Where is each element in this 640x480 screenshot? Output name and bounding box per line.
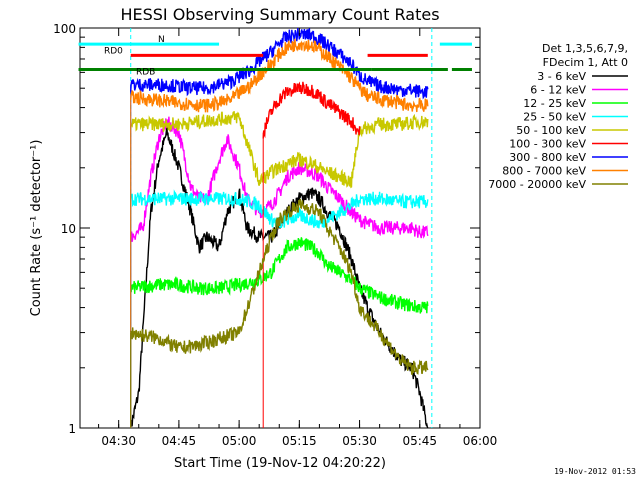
y-tick-label-1: 10 bbox=[61, 222, 76, 236]
y-tick-label-2: 100 bbox=[53, 22, 76, 36]
legend-label-1: 6 - 12 keV bbox=[530, 84, 586, 97]
legend-header-line-1: Det 1,3,5,6,7,9, bbox=[542, 42, 628, 55]
plot-timestamp: 19-Nov-2012 01:53 bbox=[554, 467, 636, 476]
legend-label-0: 3 - 6 keV bbox=[537, 70, 586, 83]
x-tick-label-2: 05:00 bbox=[222, 434, 257, 448]
series-line-2 bbox=[130, 237, 429, 314]
series-line-8 bbox=[130, 198, 429, 375]
y-axis-label: Count Rate (s⁻¹ detector⁻¹) bbox=[29, 140, 44, 317]
legend-label-3: 25 - 50 keV bbox=[523, 111, 586, 124]
y-tick-labels: 1 10 100 bbox=[53, 22, 76, 436]
series-2 bbox=[130, 237, 429, 428]
legend-label-5: 100 - 300 keV bbox=[509, 138, 586, 151]
series-line-0 bbox=[130, 126, 429, 429]
x-tick-label-3: 05:15 bbox=[282, 434, 317, 448]
series-line-4 bbox=[130, 111, 429, 189]
state-bar-label-1: RD0 bbox=[104, 46, 123, 56]
x-tick-label-5: 05:45 bbox=[402, 434, 437, 448]
series-line-1 bbox=[130, 116, 429, 242]
x-tick-label-0: 04:30 bbox=[101, 434, 136, 448]
chart-title: HESSI Observing Summary Count Rates bbox=[120, 5, 439, 24]
series-line-5 bbox=[262, 81, 361, 139]
series-line-7 bbox=[130, 38, 429, 113]
state-bars: N RD0 RDB bbox=[78, 35, 472, 78]
series-8 bbox=[130, 198, 429, 428]
state-bar-label-0: N bbox=[158, 35, 165, 45]
legend-label-2: 12 - 25 keV bbox=[523, 97, 586, 110]
axis-ticks bbox=[80, 27, 481, 429]
x-tick-label-6: 06:00 bbox=[463, 434, 498, 448]
legend: Det 1,3,5,6,7,9, FDecim 1, Att 0 3 - 6 k… bbox=[488, 42, 628, 191]
legend-header-line-2: FDecim 1, Att 0 bbox=[543, 56, 628, 69]
series-line-6 bbox=[130, 27, 429, 100]
x-tick-label-1: 04:45 bbox=[162, 434, 197, 448]
series-3 bbox=[130, 189, 429, 428]
series-5 bbox=[262, 81, 361, 428]
y-tick-label-0: 1 bbox=[68, 422, 76, 436]
x-tick-label-4: 05:30 bbox=[342, 434, 377, 448]
legend-label-4: 50 - 100 keV bbox=[516, 124, 586, 137]
plot-area: N RD0 RDB bbox=[78, 27, 481, 429]
x-tick-labels: 04:30 04:45 05:00 05:15 05:30 05:45 06:00 bbox=[101, 434, 497, 448]
series-layer bbox=[130, 27, 429, 429]
x-axis-label: Start Time (19-Nov-12 04:20:22) bbox=[174, 456, 386, 471]
legend-label-8: 7000 - 20000 keV bbox=[488, 178, 586, 191]
series-0 bbox=[130, 126, 429, 429]
legend-label-7: 800 - 7000 keV bbox=[502, 165, 586, 178]
legend-label-6: 300 - 800 keV bbox=[509, 151, 586, 164]
state-bar-label-2: RDB bbox=[136, 68, 155, 78]
